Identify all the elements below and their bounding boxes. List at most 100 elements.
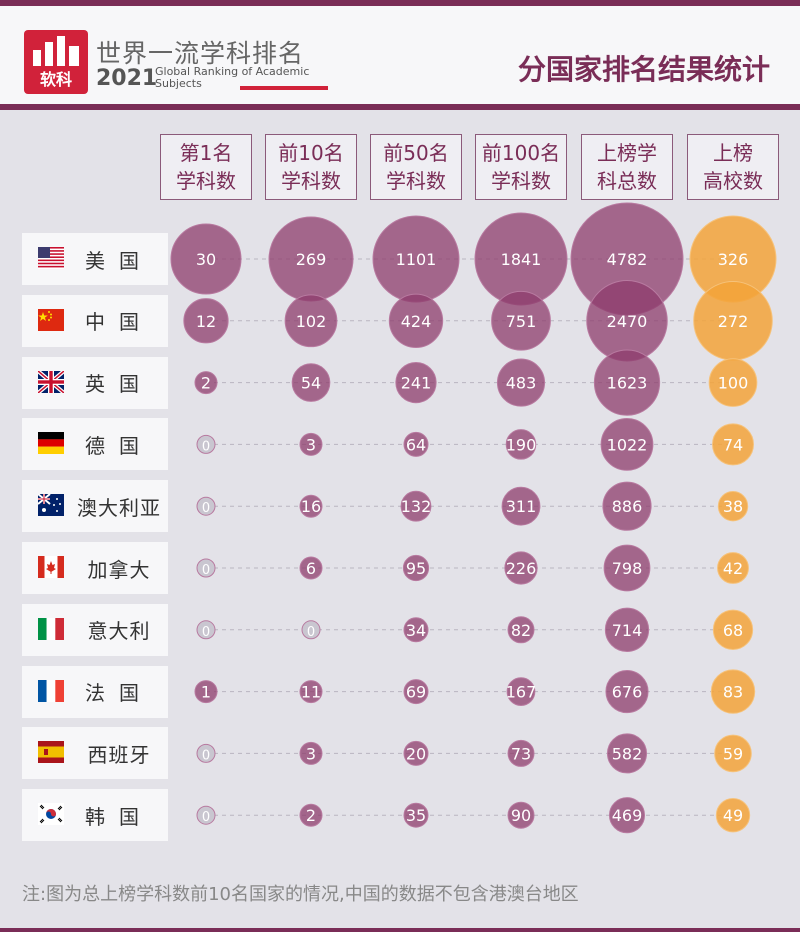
bubble-value-label: 0: [202, 501, 210, 516]
us-flag-icon: [38, 247, 64, 269]
bubble: [395, 361, 437, 404]
column-header-line1: 前100名: [481, 141, 561, 165]
bubble-value-label: 3: [306, 435, 316, 454]
ca-flag-icon: [38, 556, 64, 578]
bubble-value-label: 2470: [607, 312, 648, 331]
bubble-value-label: 38: [723, 497, 743, 516]
bubble: [194, 680, 218, 704]
bottom-accent-bar: [0, 928, 800, 932]
bubble-value-label: 95: [406, 559, 426, 578]
bubble-value-label: 0: [202, 563, 210, 578]
header: 软科 世界一流学科排名 2021 Global Ranking of Acade…: [0, 6, 800, 104]
bubble: [714, 734, 752, 773]
bubble-value-label: 42: [723, 559, 743, 578]
country-name: 意大利: [87, 619, 151, 644]
bubble-value-label: 6: [306, 559, 316, 578]
bubble-value-label: 20: [406, 744, 426, 763]
country-name: 中国: [85, 310, 153, 335]
uk-flag-icon: [36, 369, 66, 395]
bubble: [170, 223, 242, 295]
it-flag-icon: [38, 617, 64, 640]
bubble: [196, 805, 216, 825]
bubble: [604, 607, 650, 652]
bubble-value-label: 1623: [607, 374, 648, 393]
column-header-line2: 学科数: [176, 169, 236, 193]
bubble: [496, 358, 546, 407]
row-label: 法国: [22, 665, 168, 718]
bubble: [712, 423, 754, 466]
bubble: [196, 558, 216, 578]
column-header-line1: 上榜: [713, 141, 753, 165]
bubble: [606, 733, 648, 774]
bubble: [196, 434, 216, 454]
bubble-value-label: 54: [301, 374, 321, 393]
bubble-value-label: 0: [307, 625, 315, 640]
bubble: [491, 290, 551, 351]
bubble-value-label: 59: [723, 744, 743, 763]
bubble-value-label: 11: [301, 683, 321, 702]
bubble-value-label: 49: [723, 806, 743, 825]
bubble: [403, 802, 429, 828]
bubble: [507, 739, 535, 767]
bubble-value-label: 424: [401, 312, 432, 331]
bubble-value-label: 30: [196, 250, 216, 269]
column-header-line1: 第1名: [179, 141, 233, 165]
row-label: 英国: [22, 356, 168, 409]
bubble: [388, 293, 444, 348]
kr-flag-icon: [38, 803, 64, 826]
country-name: 韩国: [85, 804, 153, 829]
footnote: 注:图为总上榜学科数前10名国家的情况,中国的数据不包含港澳台地区: [22, 884, 579, 905]
bubble-value-label: 2: [201, 374, 211, 393]
bubble-value-label: 2: [306, 806, 316, 825]
bubble: [403, 740, 429, 766]
bubble-value-label: 167: [506, 683, 537, 702]
country-name: 美国: [85, 248, 153, 273]
brand-underline: [240, 86, 328, 90]
bubble: [507, 616, 535, 644]
column-header: 第1名学科数: [160, 134, 252, 200]
bubble: [194, 371, 218, 395]
bubble: [299, 741, 323, 765]
bubble: [593, 349, 661, 416]
bubble-value-label: 34: [406, 621, 426, 640]
header-divider: [0, 104, 800, 110]
cn-flag-icon: [38, 308, 64, 331]
row-label: 德国: [22, 418, 168, 471]
bubble: [708, 358, 758, 407]
bubble: [299, 432, 323, 456]
bubble-value-label: 751: [506, 312, 537, 331]
bubble-value-label: 483: [506, 374, 537, 393]
bubble: [600, 418, 654, 471]
bubble: [196, 743, 216, 763]
brand-name-cn: 世界一流学科排名: [96, 39, 305, 68]
column-header: 前100名 学科数: [475, 134, 567, 200]
bubble-value-label: 241: [401, 374, 432, 393]
row-label: 澳大利亚: [22, 480, 168, 533]
bubble: [196, 620, 216, 640]
bubble: [291, 363, 331, 402]
column-header-line1: 上榜学: [597, 141, 657, 165]
column-header-line2: 学科数: [386, 169, 446, 193]
bubble: [299, 803, 323, 827]
bubble-value-label: 0: [202, 439, 210, 454]
bubble-value-label: 269: [296, 250, 327, 269]
shanghai-ranking-logo: 软科: [24, 30, 88, 94]
bubble-value-label: 64: [406, 435, 426, 454]
bubble: [608, 797, 646, 834]
row-label: 意大利: [22, 603, 168, 656]
bubble: [505, 429, 537, 460]
column-header: 上榜 高校数: [687, 134, 779, 200]
bubble: [712, 609, 754, 650]
column-header: 前50名学科数: [370, 134, 462, 200]
bubble-value-label: 798: [612, 559, 643, 578]
column-header-line1: 前50名: [383, 141, 449, 165]
column-header: 前10名 学科数: [265, 134, 357, 200]
row-label: 美国: [22, 233, 168, 285]
column-header-line2: 学科数: [281, 169, 341, 193]
bubble-value-label: 4782: [607, 250, 648, 269]
country-name: 西班牙: [87, 742, 151, 767]
bubble-value-label: 226: [506, 559, 537, 578]
bubble-value-label: 190: [506, 435, 537, 454]
bubble-value-label: 68: [723, 621, 743, 640]
